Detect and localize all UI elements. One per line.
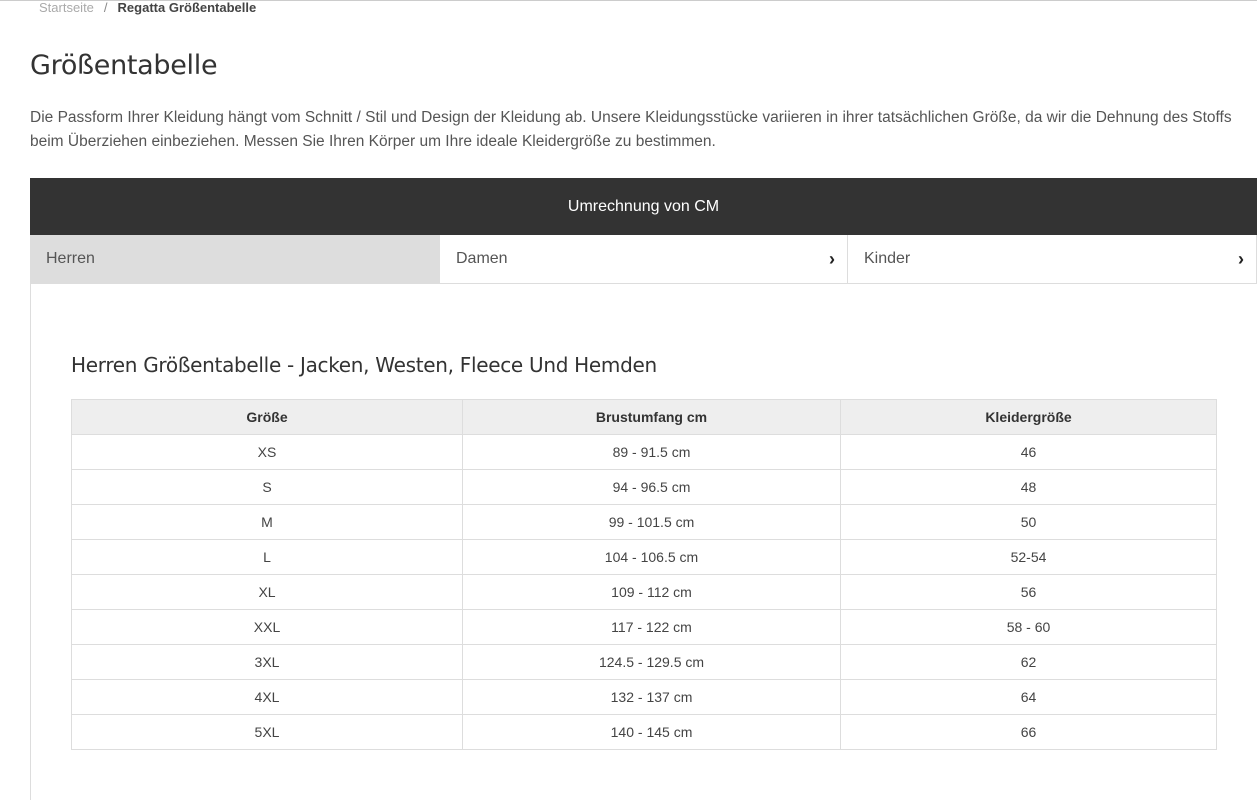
tab-label: Herren bbox=[46, 250, 95, 267]
table-cell: XXL bbox=[71, 609, 463, 645]
table-cell: 104 - 106.5 cm bbox=[462, 539, 841, 575]
section-title: Herren Größentabelle - Jacken, Westen, F… bbox=[71, 353, 657, 377]
table-cell: 132 - 137 cm bbox=[462, 679, 841, 715]
table-cell: 94 - 96.5 cm bbox=[462, 469, 841, 505]
table-row: 4XL 132 - 137 cm 64 bbox=[71, 679, 1217, 715]
page-title: Größentabelle bbox=[30, 50, 218, 81]
table-cell: 62 bbox=[840, 644, 1217, 680]
table-cell: 109 - 112 cm bbox=[462, 574, 841, 610]
table-cell: 5XL bbox=[71, 714, 463, 750]
breadcrumb: Startseite / Regatta Größentabelle bbox=[39, 0, 256, 16]
table-row: S 94 - 96.5 cm 48 bbox=[71, 469, 1217, 505]
table-cell: 52-54 bbox=[840, 539, 1217, 575]
table-cell: 99 - 101.5 cm bbox=[462, 504, 841, 540]
tab-label: Damen bbox=[456, 250, 508, 267]
breadcrumb-current: Regatta Größentabelle bbox=[117, 0, 257, 15]
table-row: 5XL 140 - 145 cm 66 bbox=[71, 714, 1217, 750]
table-row: XXL 117 - 122 cm 58 - 60 bbox=[71, 609, 1217, 645]
tab-kinder[interactable]: Kinder › bbox=[848, 235, 1257, 284]
table-cell: 89 - 91.5 cm bbox=[462, 434, 841, 470]
table-cell: 64 bbox=[840, 679, 1217, 715]
chevron-right-icon: › bbox=[829, 248, 835, 269]
table-cell: L bbox=[71, 539, 463, 575]
table-cell: M bbox=[71, 504, 463, 540]
column-header: Brustumfang cm bbox=[462, 399, 841, 435]
table-cell: 48 bbox=[840, 469, 1217, 505]
table-cell: 140 - 145 cm bbox=[462, 714, 841, 750]
table-row: XL 109 - 112 cm 56 bbox=[71, 574, 1217, 610]
breadcrumb-home-link[interactable]: Startseite bbox=[39, 0, 94, 15]
table-row: 3XL 124.5 - 129.5 cm 62 bbox=[71, 644, 1217, 680]
table-cell: 46 bbox=[840, 434, 1217, 470]
table-row: XS 89 - 91.5 cm 46 bbox=[71, 434, 1217, 470]
table-row: M 99 - 101.5 cm 50 bbox=[71, 504, 1217, 540]
table-cell: 4XL bbox=[71, 679, 463, 715]
table-row: L 104 - 106.5 cm 52-54 bbox=[71, 539, 1217, 575]
breadcrumb-separator: / bbox=[103, 0, 108, 15]
table-cell: 50 bbox=[840, 504, 1217, 540]
category-tabs: Herren Damen › Kinder › bbox=[30, 235, 1257, 284]
table-cell: S bbox=[71, 469, 463, 505]
top-divider bbox=[0, 0, 1257, 1]
column-header: Größe bbox=[71, 399, 463, 435]
table-cell: XL bbox=[71, 574, 463, 610]
chevron-right-icon: › bbox=[1238, 248, 1244, 269]
conversion-header: Umrechnung von CM bbox=[30, 178, 1257, 235]
tab-panel bbox=[30, 284, 1257, 800]
table-cell: 124.5 - 129.5 cm bbox=[462, 644, 841, 680]
table-cell: 58 - 60 bbox=[840, 609, 1217, 645]
tab-label: Kinder bbox=[864, 250, 911, 267]
intro-text: Die Passform Ihrer Kleidung hängt vom Sc… bbox=[30, 109, 1232, 150]
table-cell: XS bbox=[71, 434, 463, 470]
size-table: Größe Brustumfang cm Kleidergröße XS 89 -… bbox=[71, 399, 1217, 750]
table-header-row: Größe Brustumfang cm Kleidergröße bbox=[71, 399, 1217, 435]
column-header: Kleidergröße bbox=[840, 399, 1217, 435]
table-cell: 3XL bbox=[71, 644, 463, 680]
table-cell: 117 - 122 cm bbox=[462, 609, 841, 645]
tab-herren[interactable]: Herren bbox=[30, 235, 440, 284]
table-cell: 56 bbox=[840, 574, 1217, 610]
tab-damen[interactable]: Damen › bbox=[440, 235, 848, 284]
table-cell: 66 bbox=[840, 714, 1217, 750]
